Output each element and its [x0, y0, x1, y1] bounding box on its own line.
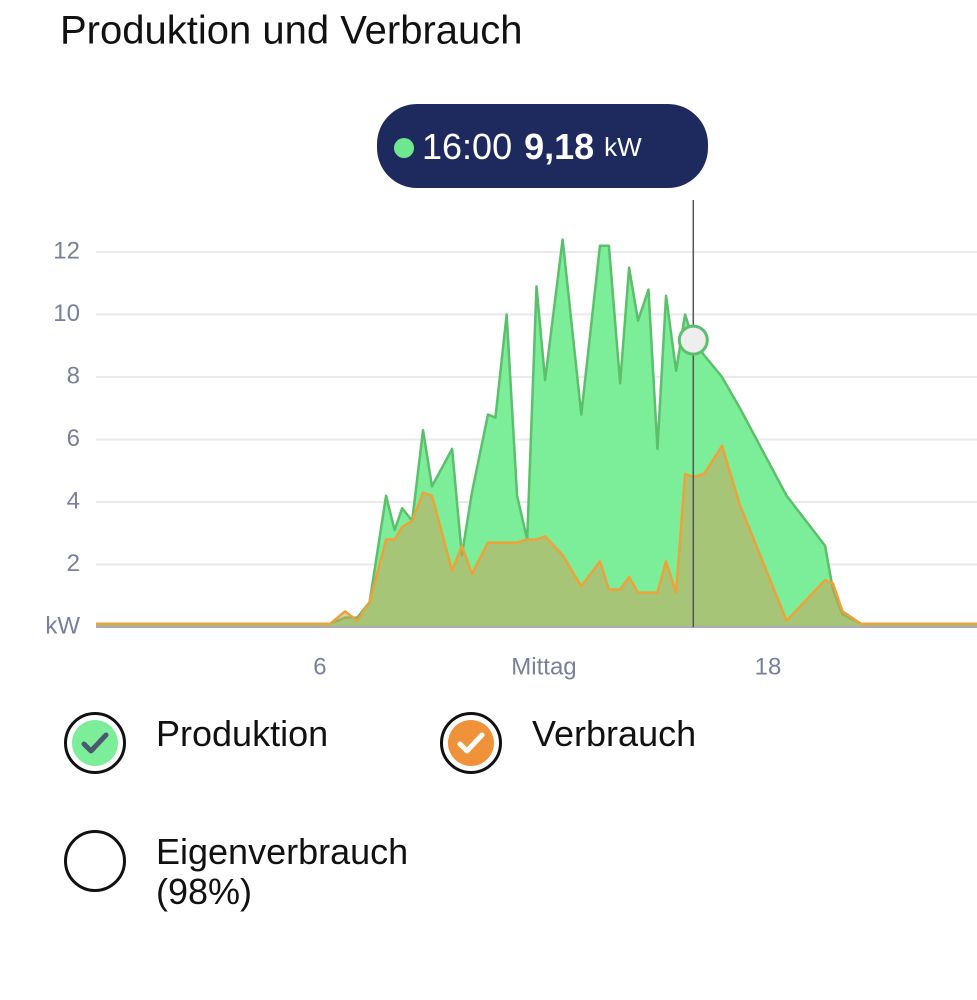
y-tick-label: 12	[53, 237, 80, 264]
legend-label: Produktion	[156, 713, 329, 754]
area	[96, 445, 977, 627]
y-tick-label: 4	[67, 487, 80, 514]
legend-label: Eigenverbrauch (98%)	[156, 831, 409, 912]
y-tick-label: kW	[45, 612, 80, 639]
legend-label: Verbrauch	[532, 713, 697, 754]
chart: Produktion und Verbrauch kW 2 4 6 8 10 12 6 Mitt…	[45, 9, 977, 680]
tooltip-part: kW	[604, 132, 642, 162]
area	[96, 239, 977, 627]
tooltip: 16:00 9,18 kW	[377, 104, 708, 188]
y-tick-label: 2	[67, 550, 80, 577]
x-tick-label: 18	[755, 653, 782, 680]
legend-item[interactable]: Verbrauch	[440, 712, 696, 774]
checkbox[interactable]	[440, 712, 502, 774]
line	[96, 444, 977, 626]
checkbox[interactable]	[64, 712, 126, 774]
legend-item[interactable]: Eigenverbrauch (98%)	[64, 830, 456, 912]
y-tick-label: 10	[53, 300, 80, 327]
x-tick-label: 6	[313, 653, 326, 680]
y-tick-label: 6	[67, 425, 80, 452]
tooltip-dot	[394, 138, 414, 158]
legend-item[interactable]: Produktion	[64, 712, 328, 774]
tooltip-part: 9,18	[524, 126, 594, 167]
tooltip-bg	[377, 104, 708, 188]
checkbox[interactable]	[64, 830, 126, 892]
tooltip-text: 16:00 9,18 kW	[422, 126, 642, 167]
y-tick-label: 8	[67, 362, 80, 389]
chart-title: Produktion und Verbrauch	[60, 9, 523, 53]
line	[96, 238, 977, 626]
x-tick-label: Mittag	[511, 653, 576, 680]
cursor-marker	[677, 324, 709, 356]
tooltip-part: 16:00	[422, 126, 512, 167]
